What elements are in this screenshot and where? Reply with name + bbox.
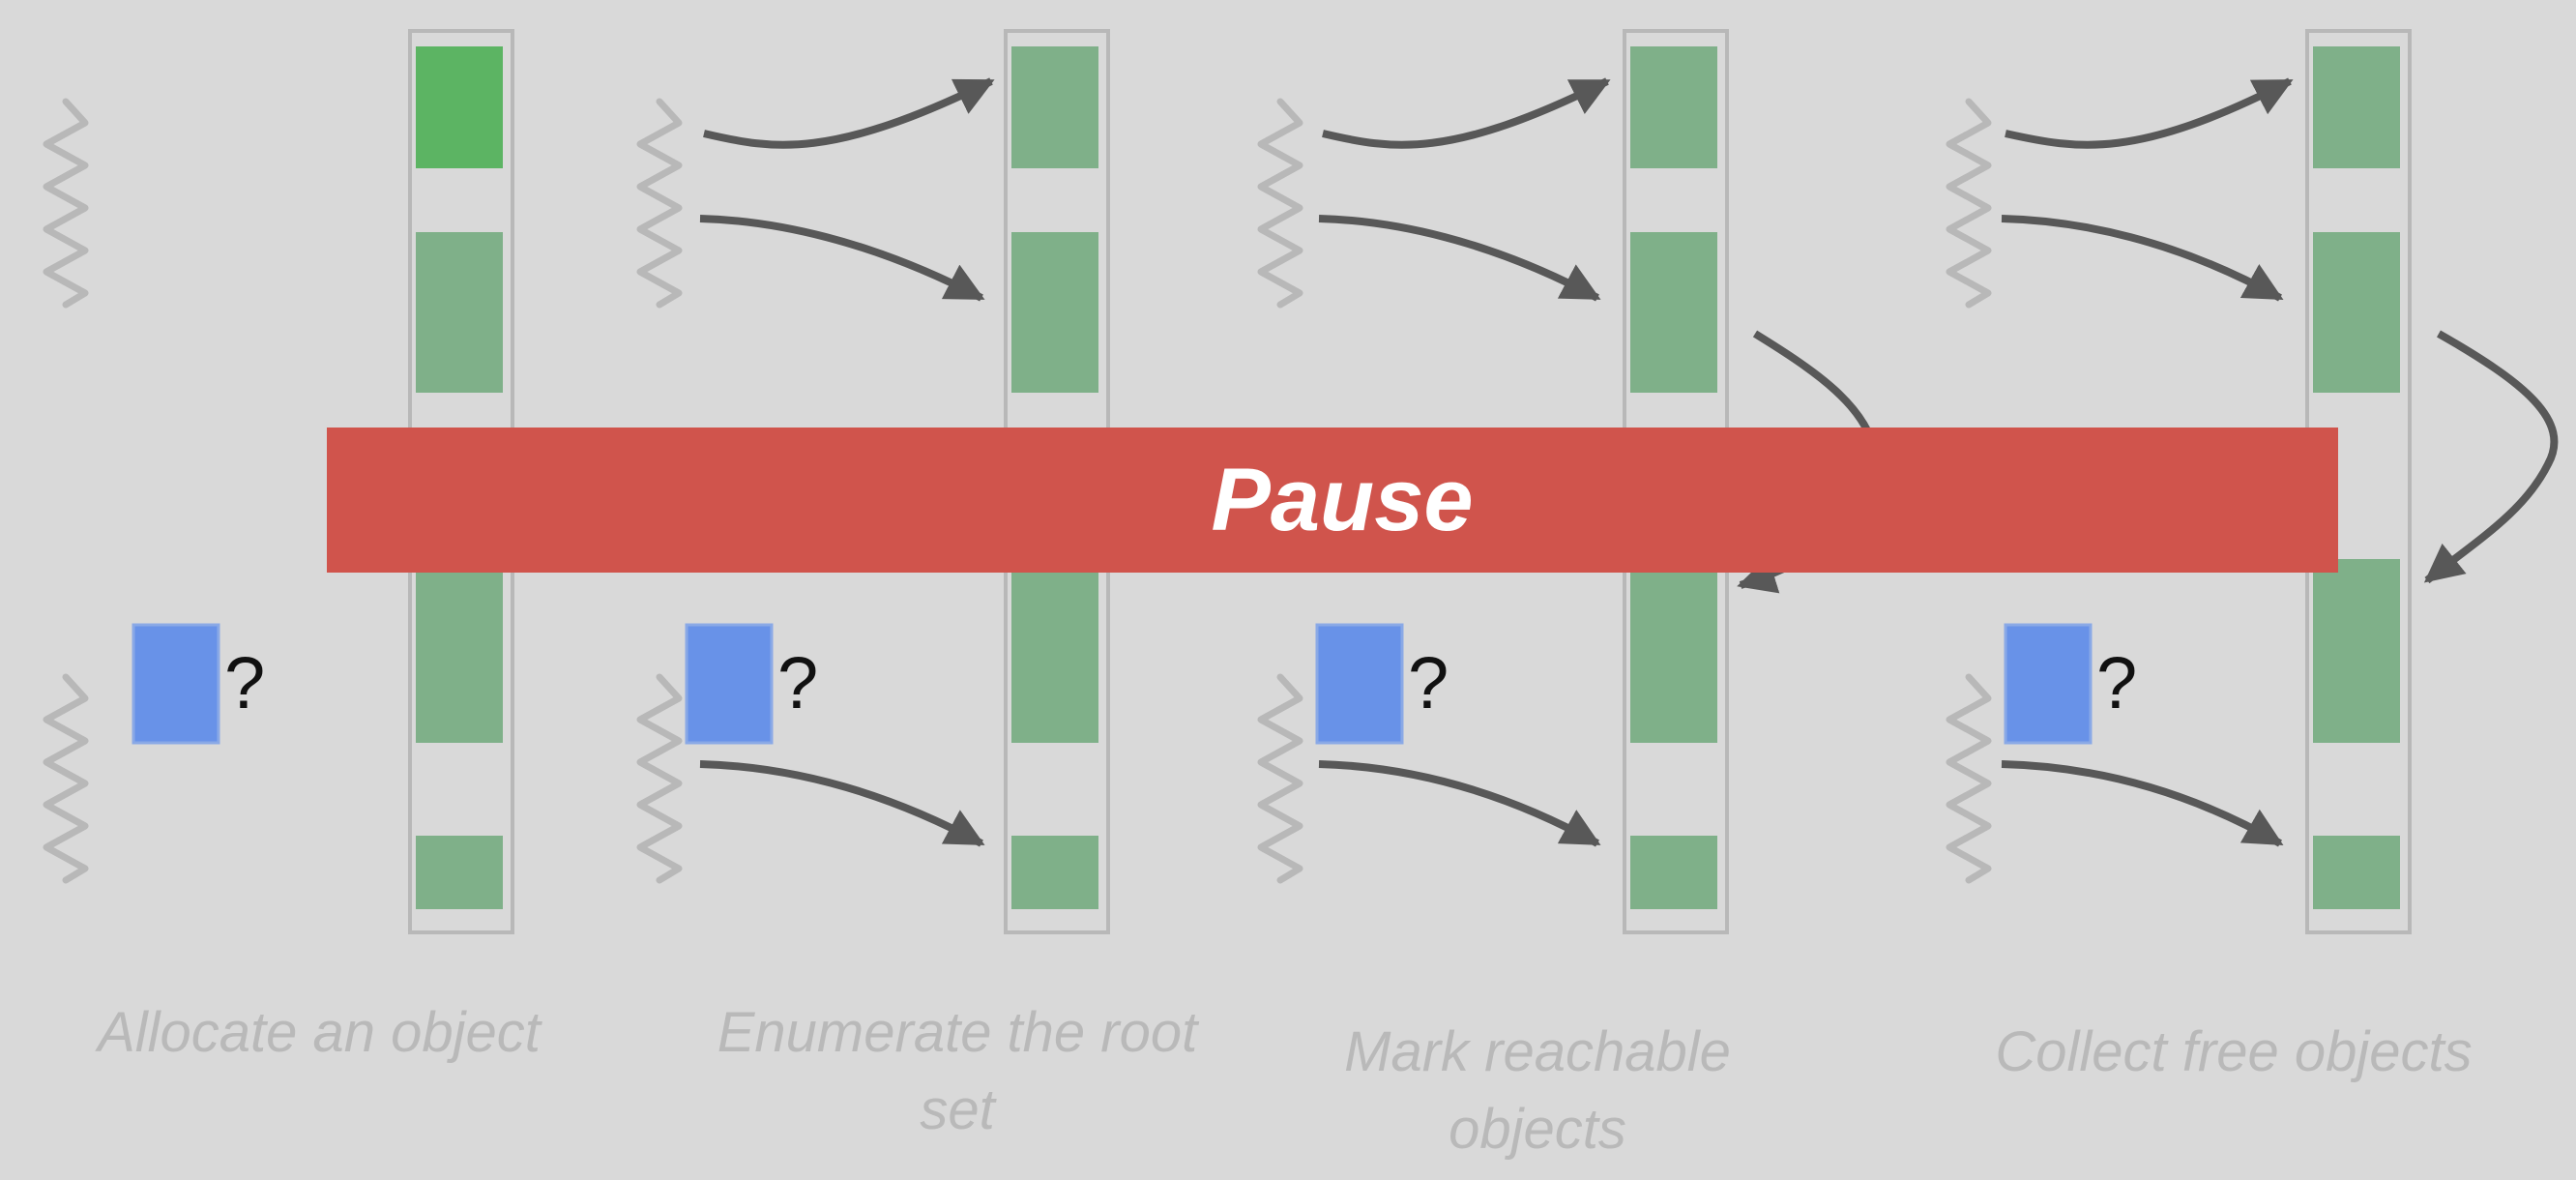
- root-reference-arrow: [1318, 760, 1601, 847]
- pause-banner: Pause: [327, 428, 2338, 573]
- heap-object: [2313, 559, 2400, 743]
- step-caption-mark: Mark reachable objects: [1344, 1020, 1731, 1161]
- root-reference-arrow: [2005, 77, 2294, 149]
- heap-object: [2313, 46, 2400, 168]
- heap-object: [1011, 573, 1098, 743]
- root-squiggle: [1257, 98, 1303, 309]
- panel-collect: ?: [1946, 29, 2559, 934]
- heap-object: [2313, 836, 2400, 909]
- heap-object: [1011, 46, 1098, 168]
- root-reference-arrow: [2001, 760, 2284, 847]
- new-object: [2004, 623, 2093, 745]
- heap-object: [1011, 232, 1098, 393]
- root-reference-arrow: [1322, 77, 1611, 149]
- root-reference-arrow: [699, 760, 985, 847]
- step-caption-enumerate: Enumerate the root set: [717, 1001, 1198, 1141]
- new-object-question-mark: ?: [777, 642, 818, 724]
- step-caption-collect: Collect free objects: [1995, 1020, 2473, 1083]
- new-object: [685, 623, 774, 745]
- panel-enumerate: ?: [636, 29, 1110, 934]
- heap-object: [416, 836, 503, 909]
- new-object: [132, 623, 220, 745]
- new-object-question-mark: ?: [224, 642, 265, 724]
- heap-object: [2313, 232, 2400, 393]
- root-squiggle: [636, 98, 683, 309]
- root-squiggle: [1257, 673, 1303, 884]
- root-squiggle: [43, 673, 89, 884]
- heap-object: [1630, 836, 1717, 909]
- new-object: [1315, 623, 1404, 745]
- heap-object: [416, 573, 503, 743]
- root-reference-arrow: [699, 215, 985, 302]
- root-reference-arrow: [2001, 215, 2284, 302]
- root-squiggle: [43, 98, 89, 309]
- root-squiggle: [636, 673, 683, 884]
- heap-object: [1630, 232, 1717, 393]
- root-reference-arrow: [703, 77, 995, 149]
- new-object-question-mark: ?: [2096, 642, 2137, 724]
- object-reference-arrow: [2423, 330, 2559, 584]
- root-squiggle: [1946, 98, 1992, 309]
- heap-object: [416, 232, 503, 393]
- pause-label: Pause: [1211, 450, 1474, 549]
- step-caption-allocate: Allocate an object: [98, 1001, 541, 1064]
- panel-allocate: ?: [43, 29, 514, 934]
- root-squiggle: [1946, 673, 1992, 884]
- heap-object-allocated: [416, 46, 503, 168]
- heap-object: [1011, 836, 1098, 909]
- heap-object: [1630, 573, 1717, 743]
- heap-object: [1630, 46, 1717, 168]
- root-reference-arrow: [1318, 215, 1601, 302]
- new-object-question-mark: ?: [1408, 642, 1449, 724]
